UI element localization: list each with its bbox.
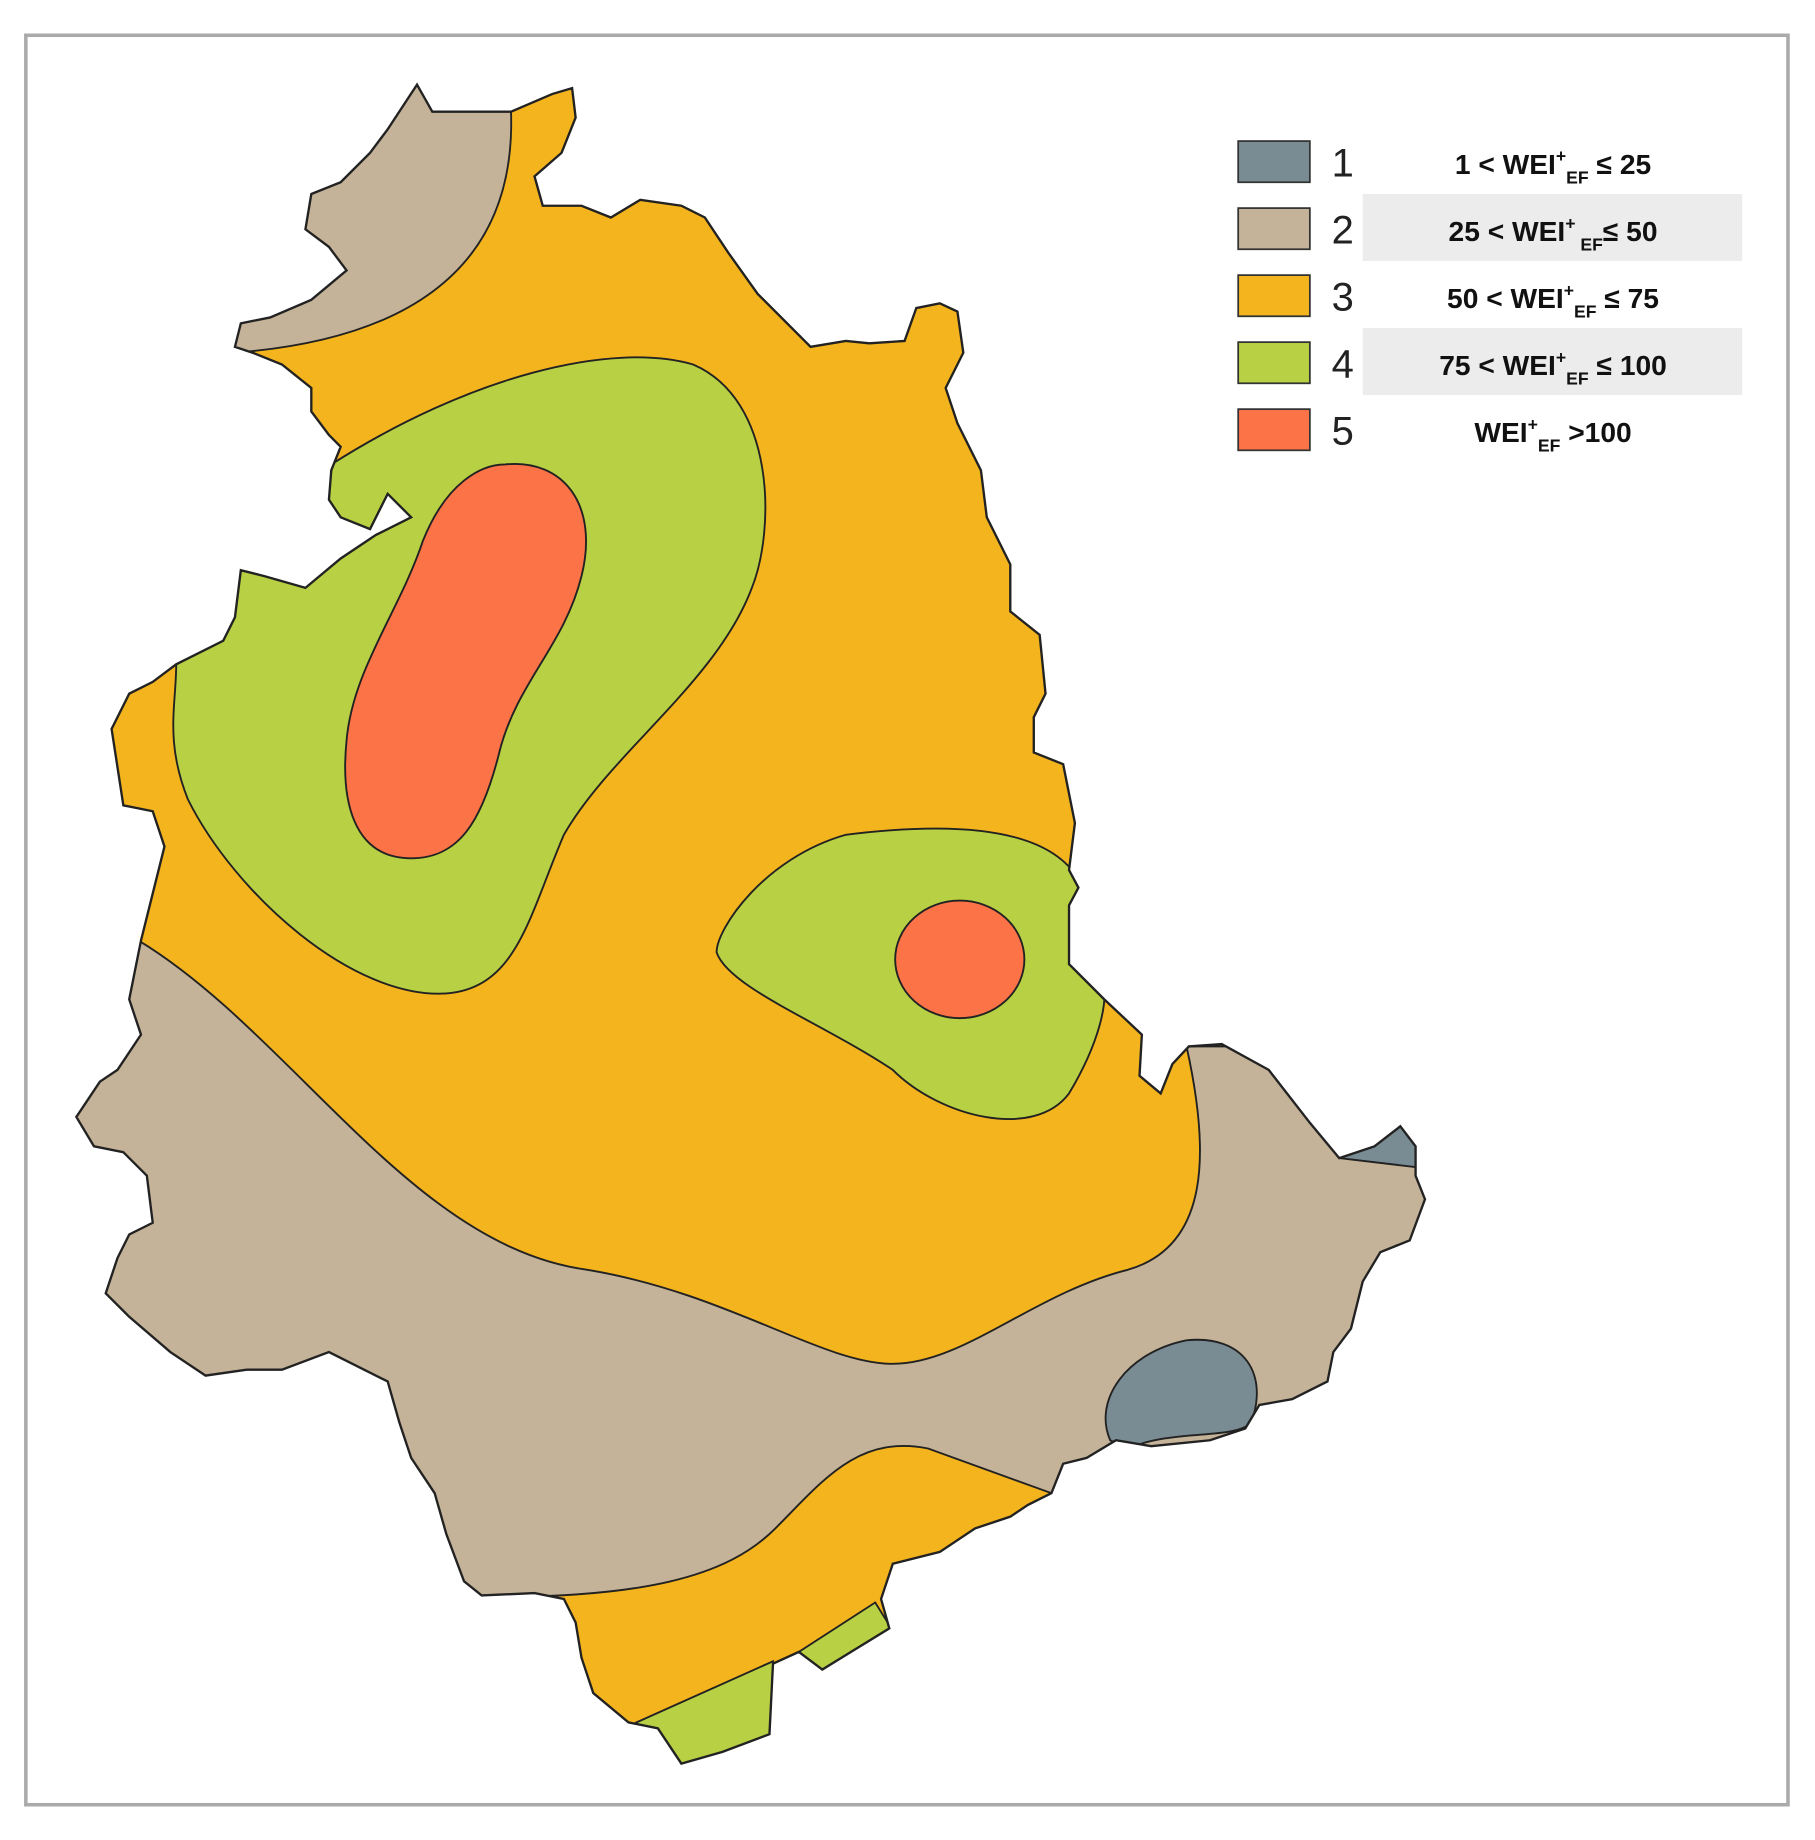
legend-label: WEI+EF >100 xyxy=(1474,414,1631,455)
legend-label: 1 < WEI+EF ≤ 25 xyxy=(1455,146,1651,187)
label-rest: ≤ 100 xyxy=(1589,349,1667,381)
zone-class-5 xyxy=(894,899,1026,1020)
label-main: 50 < WEI xyxy=(1447,282,1564,314)
legend-class: 2 xyxy=(1332,208,1354,252)
legend-swatch xyxy=(1237,341,1311,385)
label-sub: EF xyxy=(1566,167,1589,187)
label-rest: ≤ 25 xyxy=(1589,148,1651,180)
label-rest: ≤ 50 xyxy=(1603,215,1658,247)
zone-class-3 xyxy=(433,1445,1082,1764)
legend-swatch xyxy=(1237,408,1311,452)
label-sub: EF xyxy=(1574,301,1597,321)
legend-label: 75 < WEI+EF ≤ 100 xyxy=(1439,347,1667,388)
zone-class-5 xyxy=(344,463,587,860)
legend-swatch xyxy=(1237,274,1311,318)
legend-label: 50 < WEI+EF ≤ 75 xyxy=(1447,280,1659,321)
label-sup: + xyxy=(1556,146,1566,166)
zone-class-1 xyxy=(1104,1338,1258,1450)
label-rest: >100 xyxy=(1560,416,1631,448)
legend-class: 1 xyxy=(1332,141,1354,185)
label-sub: EF xyxy=(1566,368,1589,388)
label-main: 25 < WEI xyxy=(1449,215,1566,247)
label-sup: + xyxy=(1528,414,1538,434)
label-main: 75 < WEI xyxy=(1439,349,1556,381)
legend-class: 3 xyxy=(1332,275,1354,319)
legend-label: 25 < WEI+ EF≤ 50 xyxy=(1449,213,1658,254)
label-rest: ≤ 75 xyxy=(1597,282,1659,314)
legend-class: 4 xyxy=(1332,342,1354,386)
label-sup: + xyxy=(1556,347,1566,367)
label-sub: EF xyxy=(1575,234,1603,254)
legend-swatch xyxy=(1237,140,1311,184)
label-sub: EF xyxy=(1538,435,1561,455)
legend-row-shade xyxy=(1362,193,1743,262)
legend-swatch xyxy=(1237,207,1311,251)
label-sup: + xyxy=(1564,280,1574,300)
label-main: WEI xyxy=(1474,416,1527,448)
label-main: 1 < WEI xyxy=(1455,148,1556,180)
legend-class: 5 xyxy=(1332,409,1354,453)
label-sup: + xyxy=(1565,213,1575,233)
legend-row-shade xyxy=(1362,328,1743,396)
